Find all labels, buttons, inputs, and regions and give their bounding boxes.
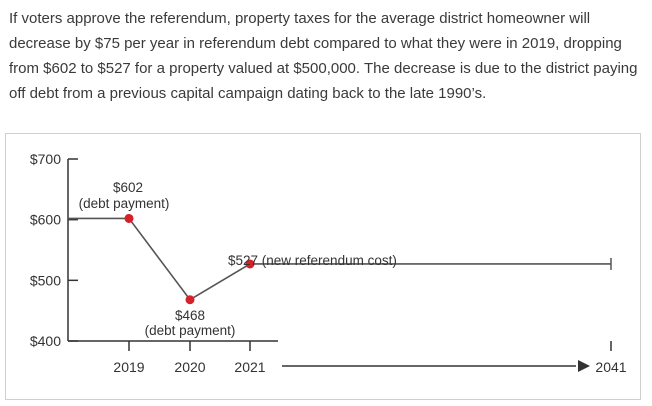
description-paragraph: If voters approve the referendum, proper… — [9, 10, 638, 102]
data-point-marker — [245, 259, 255, 269]
x-tick-label: 2021 — [234, 359, 265, 375]
y-tick-label: $400 — [30, 333, 61, 349]
annotation-602-label: (debt payment) — [79, 196, 170, 211]
y-tick-label: $500 — [30, 272, 61, 288]
annotation-468-label: (debt payment) — [145, 323, 236, 338]
data-point-marker — [185, 295, 195, 305]
annotation-527-label: $527 (new referendum cost) — [228, 253, 397, 268]
y-tick-label: $600 — [30, 212, 61, 228]
chart-panel: $700 $600 $500 $400 2019 2020 2021 2041 $602 (deb… — [5, 133, 641, 400]
data-point-marker — [124, 213, 134, 223]
annotation-602-value: $602 — [113, 180, 143, 195]
annotation-468-value: $468 — [175, 308, 205, 323]
x-tick-label: 2041 — [595, 359, 626, 375]
x-tick-label: 2019 — [113, 359, 144, 375]
x-tick-label: 2020 — [174, 359, 205, 375]
x-axis-arrow — [578, 360, 590, 372]
y-tick-label: $700 — [30, 151, 61, 167]
